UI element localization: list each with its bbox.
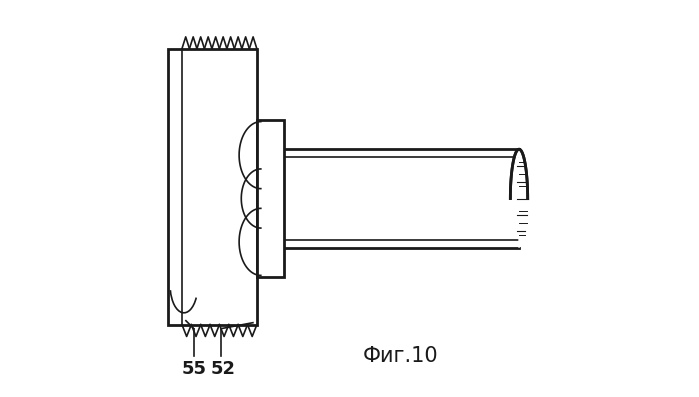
Polygon shape xyxy=(168,49,257,325)
Text: Фиг.10: Фиг.10 xyxy=(363,346,438,366)
Polygon shape xyxy=(510,149,528,248)
Text: 55: 55 xyxy=(181,360,206,378)
Text: 52: 52 xyxy=(211,360,236,378)
Polygon shape xyxy=(257,119,284,278)
